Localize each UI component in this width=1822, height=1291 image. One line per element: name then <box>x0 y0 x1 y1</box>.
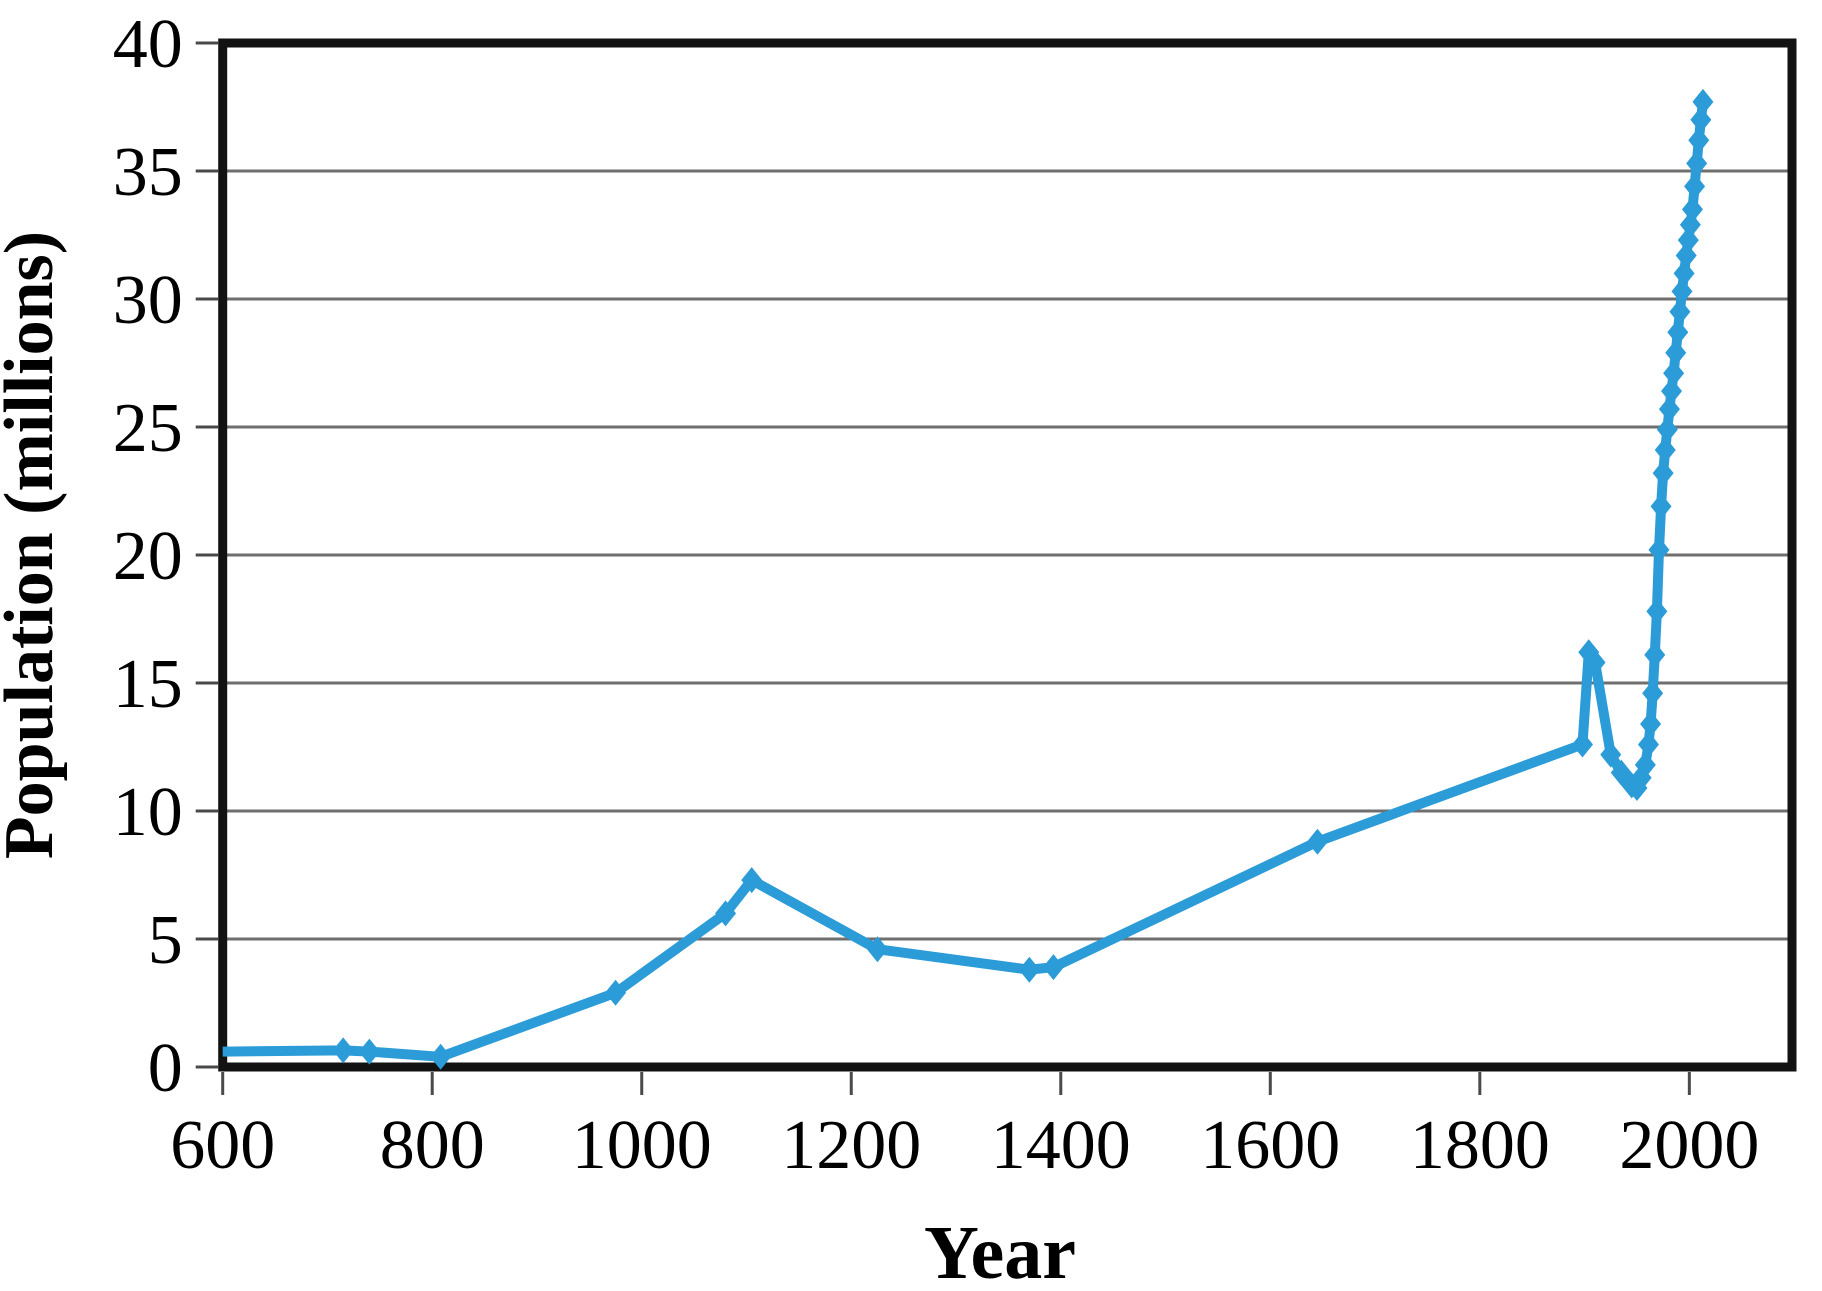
data-point-marker <box>1600 741 1622 768</box>
y-tick-label: 30 <box>113 262 183 339</box>
data-point-marker <box>866 936 888 963</box>
data-series <box>222 88 1714 1070</box>
data-point-marker <box>1646 598 1668 625</box>
chart-line <box>222 101 1708 1062</box>
x-tick-label: 600 <box>170 1107 275 1184</box>
data-point-marker <box>1642 680 1664 707</box>
data-point-marker <box>1669 298 1691 325</box>
data-point-marker <box>1671 278 1693 305</box>
y-tick-label: 0 <box>148 1030 183 1107</box>
data-point-marker <box>430 1043 452 1070</box>
x-axis-title: Year <box>924 1211 1076 1291</box>
x-tick-label: 1800 <box>1410 1107 1550 1184</box>
x-tick-label: 1000 <box>572 1107 712 1184</box>
data-point-marker <box>1663 360 1685 387</box>
data-point-marker <box>605 979 627 1006</box>
y-tick-label: 35 <box>113 134 183 211</box>
x-tick-label: 2000 <box>1619 1107 1759 1184</box>
data-point-marker <box>1692 88 1714 115</box>
data-point-marker <box>358 1038 380 1065</box>
data-point-marker <box>1652 460 1674 487</box>
data-point-marker <box>1667 319 1689 346</box>
data-point-marker <box>1690 106 1712 133</box>
data-point-marker <box>1688 127 1710 154</box>
data-point-marker <box>1648 536 1670 563</box>
data-point-marker <box>1658 396 1680 423</box>
x-tick-label: 1600 <box>1200 1107 1340 1184</box>
data-point-marker <box>1684 173 1706 200</box>
data-point-marker <box>1673 260 1695 287</box>
x-tick-label: 1200 <box>781 1107 921 1184</box>
data-point-marker <box>1686 150 1708 177</box>
y-tick-label: 25 <box>113 390 183 467</box>
y-tick-label: 20 <box>113 518 183 595</box>
data-point-marker <box>715 900 737 927</box>
axis-frame <box>218 38 1797 1072</box>
data-point-marker <box>1661 378 1683 405</box>
y-tick-label: 40 <box>113 6 183 83</box>
data-point-marker <box>1644 641 1666 668</box>
gridlines <box>222 169 1792 941</box>
y-tick-label: 5 <box>148 902 183 979</box>
data-point-marker <box>1584 649 1606 676</box>
plot-border <box>218 38 1797 1072</box>
y-axis-title: Population (millions) <box>0 231 68 859</box>
data-point-marker <box>1306 828 1328 855</box>
y-tick-label: 15 <box>113 646 183 723</box>
data-point-marker <box>332 1037 354 1064</box>
y-tick-label: 10 <box>113 774 183 851</box>
data-point-marker <box>1634 751 1656 778</box>
axis-ticks <box>195 41 1691 1095</box>
data-point-marker <box>1018 956 1040 983</box>
data-point-marker <box>1665 339 1687 366</box>
axis-tick-labels: 0 5 10 15 20 25 30 35 40 600 800 1000 1200 1400 1600 18… <box>113 6 1760 1184</box>
data-point-marker <box>1571 731 1593 758</box>
data-point-marker <box>1640 710 1662 737</box>
data-point-marker <box>741 867 763 894</box>
data-point-marker <box>1656 416 1678 443</box>
data-point-marker <box>1654 437 1676 464</box>
x-tick-label: 800 <box>380 1107 485 1184</box>
data-point-marker <box>1042 954 1064 981</box>
x-tick-label: 1400 <box>991 1107 1131 1184</box>
data-point-marker <box>1650 493 1672 520</box>
data-point-marker <box>1637 731 1659 758</box>
data-point-marker <box>1681 196 1703 223</box>
